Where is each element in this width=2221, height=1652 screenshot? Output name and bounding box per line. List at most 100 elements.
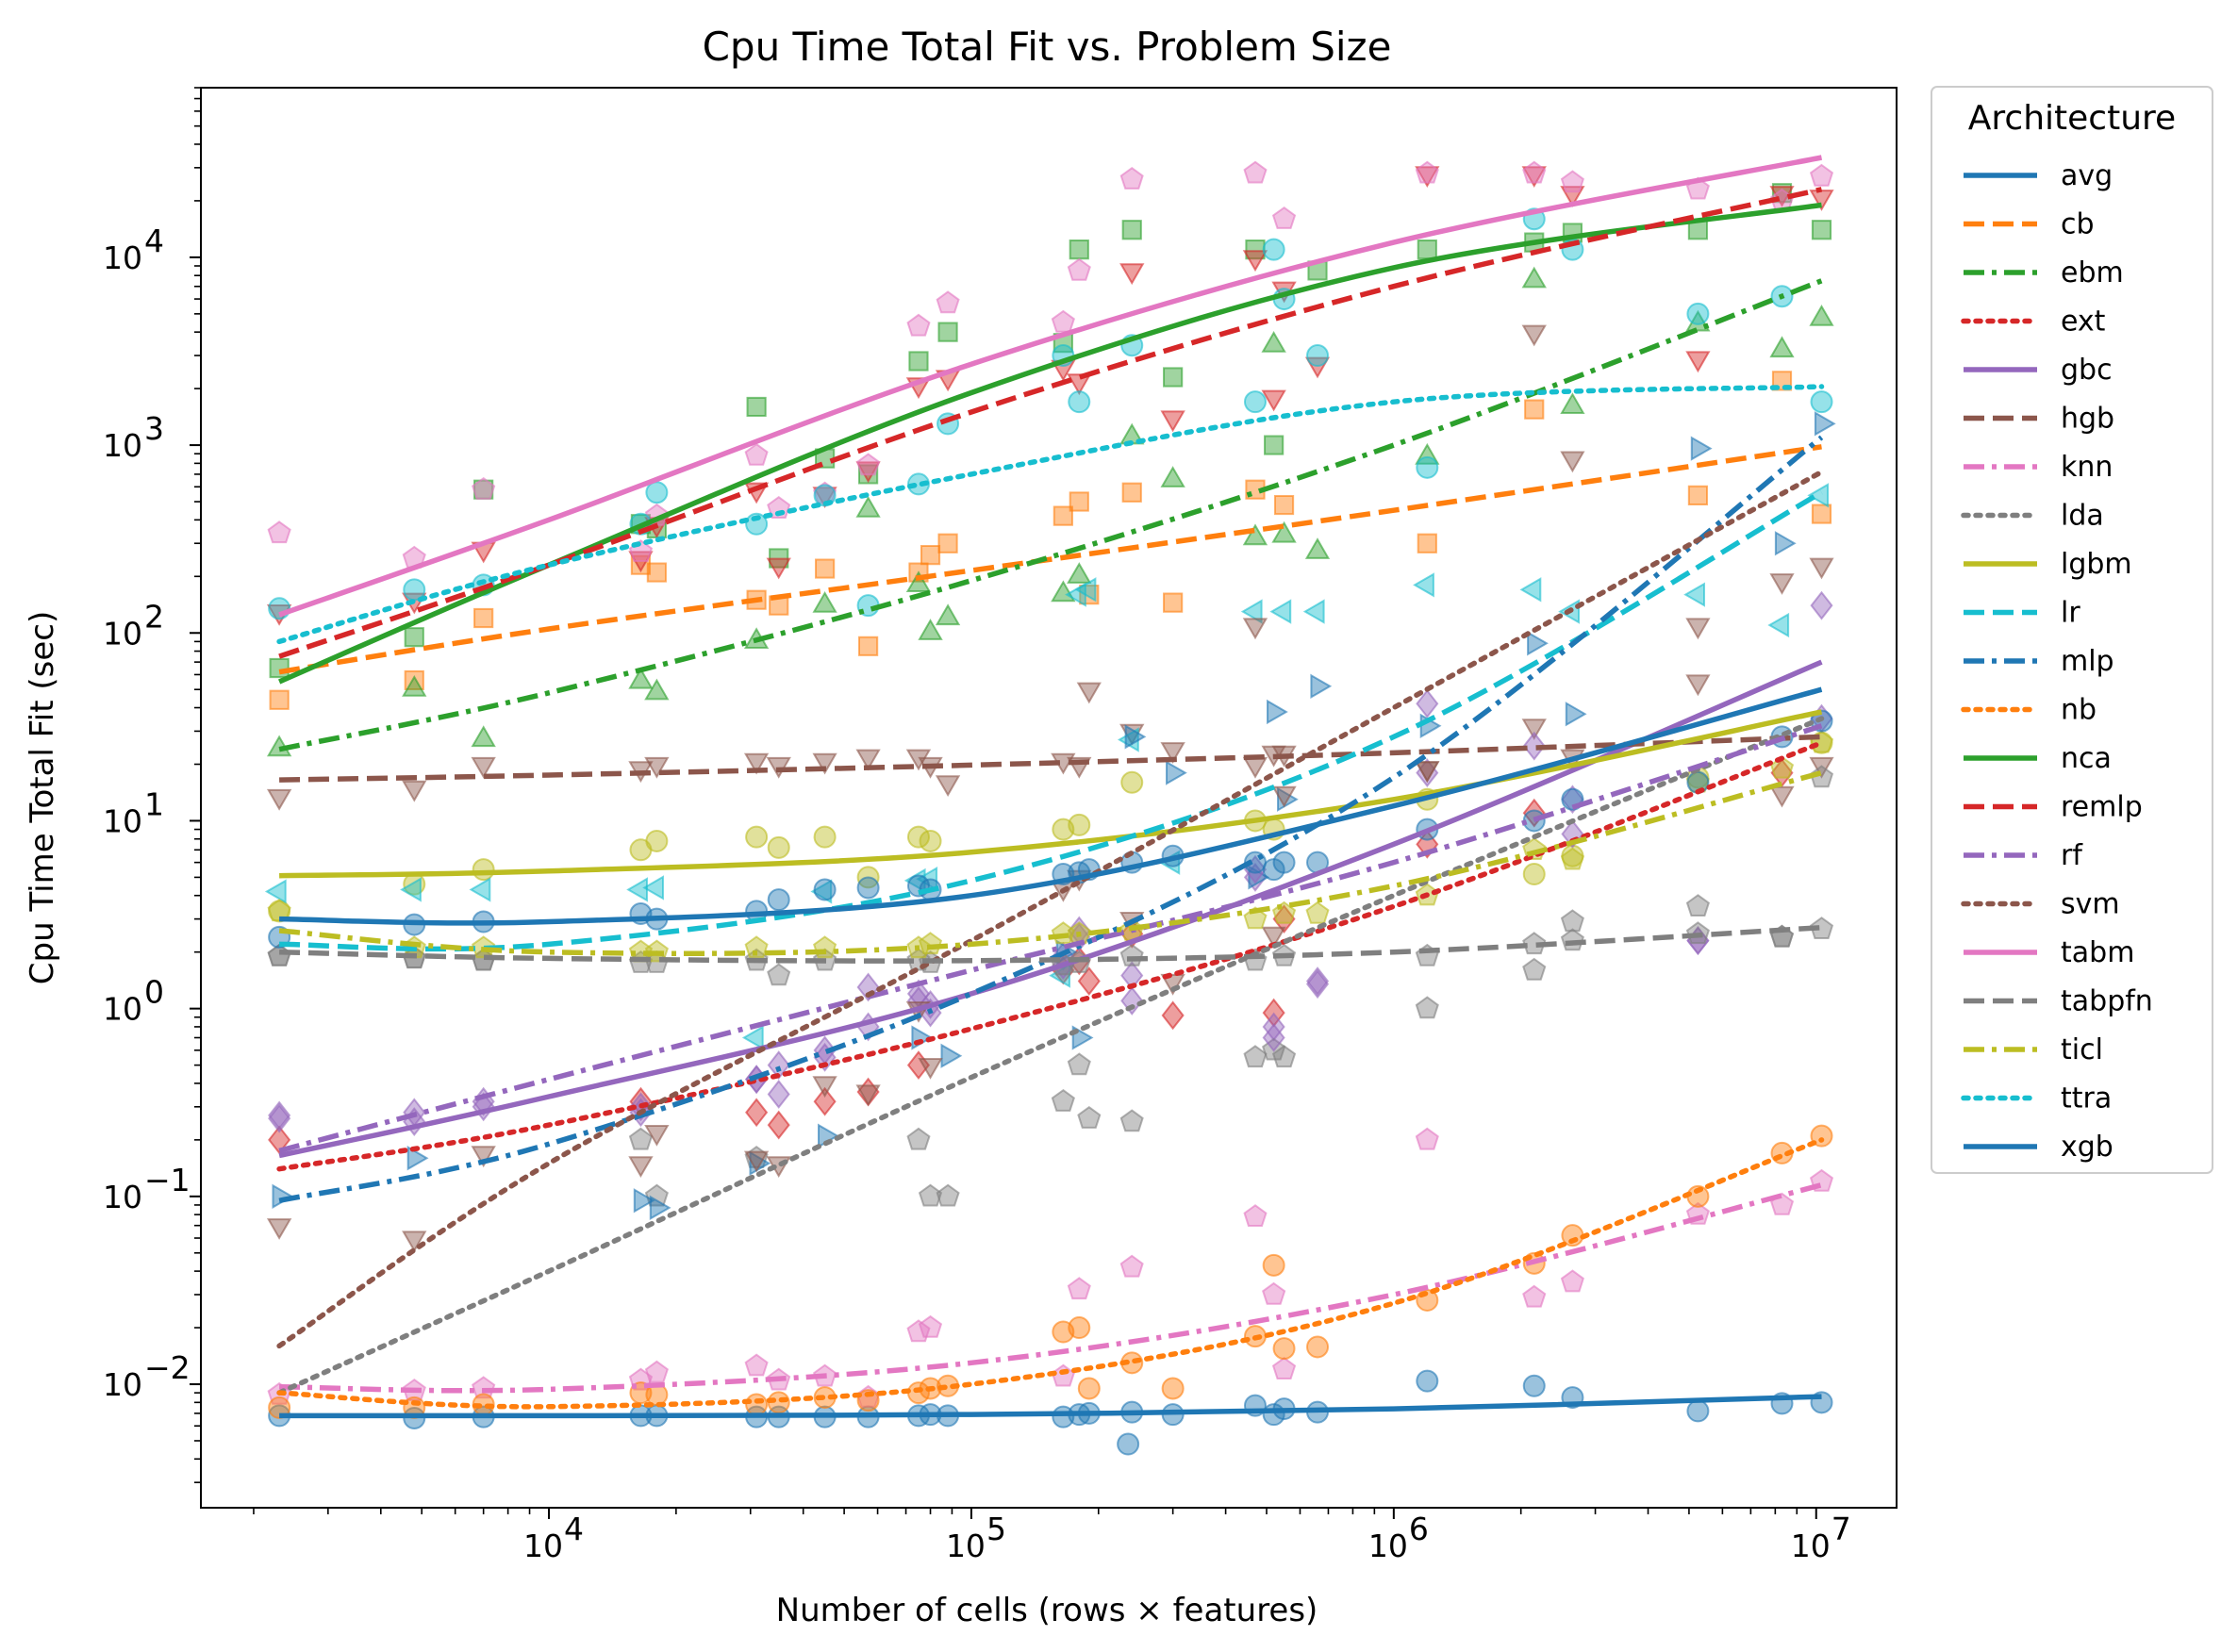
data-point-nca [937,322,958,342]
fit-line-cb [278,444,1822,675]
data-point-nb [1161,1377,1185,1400]
data-point-lda [1522,957,1547,981]
data-point-ebm [855,495,881,518]
series-cb-points [269,371,1832,710]
fit-line-avg [279,1394,1822,1419]
fit-line-hgb [279,734,1822,783]
series-lr-points [264,483,1830,1050]
data-point-tabm [936,290,960,314]
data-point-mlp [1814,411,1836,437]
data-point-svm [855,1084,881,1107]
data-point-nb [1068,1316,1091,1340]
data-point-ttra [1243,390,1267,414]
y-tick-exponent: 2 [144,598,164,635]
data-point-lgbm [813,825,837,849]
axis-ticks: 10 4 10 5 10 6 10 710 −210 −110 010 110 210 310 4 [103,87,1851,1564]
data-point-mlp [1124,724,1147,750]
legend-label: mlp [2061,645,2114,678]
data-point-mlp [1565,702,1587,727]
data-point-ttra [1810,390,1833,414]
fit-line-ebm [278,278,1823,752]
fit-line-mlp [278,435,1824,1203]
y-tick-label: 10 [103,427,142,464]
plot-area [264,155,1836,1456]
data-point-remlp [766,557,791,580]
data-point-hgb [1076,682,1102,704]
data-point-mlp [1267,699,1288,725]
data-point-cb [1524,399,1545,420]
data-point-svm [644,1125,670,1147]
data-point-ebm [628,667,654,689]
data-point-ext [1272,904,1296,934]
legend-item-tabpfn: tabpfn [1964,985,2153,1018]
data-point-lr [1074,577,1097,603]
data-point-ebm [1809,304,1834,326]
data-point-cb [1811,504,1832,524]
legend-item-ticl: ticl [1964,1033,2103,1066]
data-point-ebm [1261,331,1286,353]
legend-label: lr [2061,597,2080,630]
data-point-tabm [856,453,881,476]
data-point-ebm [1769,336,1795,358]
y-tick-label: 10 [103,240,142,276]
data-point-ext [1161,1000,1185,1031]
data-point-hgb [644,756,670,779]
data-point-remlp [1119,263,1145,286]
data-point-tabm [1243,160,1268,184]
data-point-hgb [935,775,961,797]
data-point-lr [1240,599,1263,624]
data-point-svm [402,1231,427,1253]
data-point-rf [1305,969,1330,999]
data-point-ttra [645,481,669,504]
data-point-lgbm [906,825,930,849]
data-point-ebm [644,678,670,701]
legend-item-tabm: tabm [1964,936,2134,969]
data-point-ticl [1560,847,1584,870]
data-point-lr [1269,599,1292,624]
legend-item-lgbm: lgbm [1964,548,2132,581]
data-point-tabm [744,442,769,466]
data-point-svm [628,1156,654,1178]
data-point-xgb [1272,851,1296,874]
fit-line-lgbm [279,709,1823,879]
data-point-lr [469,877,491,902]
legend-label: lda [2061,500,2104,533]
data-point-remlp [1685,351,1711,373]
data-point-remlp [1415,166,1440,189]
data-point-knn [744,1353,769,1377]
data-point-hgb [1521,719,1547,740]
y-tick-label: 10 [103,615,142,652]
data-point-ticl [744,935,769,959]
chart-title: Cpu Time Total Fit vs. Problem Size [703,24,1392,70]
legend-label: ebm [2061,256,2124,289]
data-point-nca [1264,435,1285,455]
legend-label: avg [2061,159,2113,192]
data-point-lda [1271,1045,1297,1068]
legend-title: Architecture [1968,99,2176,138]
legend-item-mlp: mlp [1964,645,2114,678]
data-point-avg [1416,1369,1439,1393]
fit-line-xgb [279,686,1823,926]
fit-line-ttra [276,384,1825,645]
data-point-ebm [905,570,932,592]
data-point-cb [937,533,958,553]
data-point-ebm [1160,466,1185,487]
data-point-ebm [935,603,961,626]
data-point-lr [400,877,422,902]
data-point-nca [1163,367,1184,388]
y-tick-label: 10 [103,1179,142,1215]
data-point-tabpfn [1809,917,1834,939]
data-point-gbc [1561,785,1584,815]
data-point-svm [1560,451,1585,473]
data-point-nca [1069,240,1089,260]
data-point-lda [1119,1109,1144,1132]
data-point-cb [815,558,836,579]
data-point-nb [1272,1337,1296,1361]
data-point-rf [1561,819,1584,849]
data-point-ebm [1560,392,1585,414]
x-tick-label: 10 [946,1528,986,1564]
y-tick-exponent: 3 [144,410,164,447]
data-point-svm [1521,324,1547,347]
data-point-ebm [1242,523,1268,546]
y-tick-exponent: 4 [144,223,164,259]
